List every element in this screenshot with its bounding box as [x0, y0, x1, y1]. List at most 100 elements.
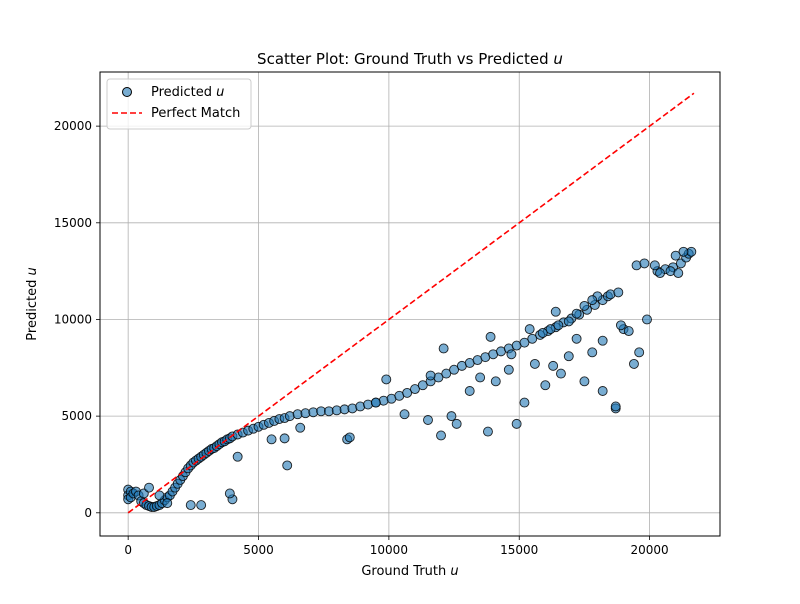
y-tick-label: 15000 — [54, 216, 92, 230]
scatter-point — [438, 343, 449, 354]
scatter-point — [410, 384, 420, 395]
scatter-point — [553, 320, 564, 331]
scatter-point — [154, 490, 165, 501]
scatter-point — [370, 397, 381, 408]
y-axis-label-variable: u — [25, 267, 40, 275]
scatter-point — [485, 331, 496, 342]
scatter-point — [678, 246, 689, 257]
scatter-point — [615, 320, 626, 331]
scatter-point — [571, 333, 582, 344]
scatter-point — [537, 328, 548, 338]
scatter-point — [506, 349, 517, 360]
grid-lines — [100, 72, 720, 536]
scatter-point — [519, 397, 530, 408]
scatter-point — [634, 347, 645, 358]
x-axis-label: Ground Truth u — [361, 564, 458, 579]
scatter-point — [295, 422, 306, 433]
scatter-point — [563, 351, 574, 362]
scatter-point — [524, 324, 535, 335]
scatter-point — [490, 376, 501, 387]
scatter-point — [673, 268, 684, 279]
scatter-point — [545, 324, 556, 335]
scatter-point — [185, 500, 196, 511]
scatter-point — [587, 295, 598, 306]
chart-title: Scatter Plot: Ground Truth vs Predicted … — [257, 50, 563, 68]
legend-label-predicted-text: Predicted — [151, 85, 212, 100]
scatter-point — [623, 326, 634, 337]
scatter-point — [655, 268, 665, 279]
y-axis-label-text: Predicted — [25, 280, 40, 341]
scatter-point — [423, 415, 433, 425]
scatter-point — [402, 387, 413, 398]
scatter-point — [483, 426, 493, 437]
scatter-point — [597, 335, 608, 346]
scatter-point — [579, 300, 590, 311]
x-tick-label: 5000 — [243, 543, 274, 557]
scatter-point — [196, 500, 207, 511]
x-tick-label: 0 — [124, 543, 132, 557]
chart-title-text: Scatter Plot: Ground Truth vs Predicted — [257, 50, 549, 68]
y-axis-label: Predicted u — [25, 267, 40, 340]
scatter-point — [224, 488, 235, 499]
scatter-point — [649, 260, 660, 271]
scatter-point — [144, 482, 154, 493]
axis-ticks: 0 5000 10000 15000 20000 0 5000 10000 15000 20000 — [54, 119, 669, 557]
scatter-point — [417, 380, 428, 391]
legend-label-predicted-variable: u — [216, 85, 224, 100]
scatter-point — [639, 258, 650, 269]
x-axis-label-variable: u — [450, 564, 458, 579]
scatter-point — [642, 314, 652, 325]
scatter-point — [670, 250, 681, 261]
scatter-point — [529, 358, 540, 369]
legend-marker-predicted — [122, 87, 132, 97]
scatter-point — [441, 368, 452, 379]
scatter-point — [449, 364, 460, 375]
scatter-point — [629, 358, 639, 369]
scatter-point — [563, 316, 574, 327]
x-tick-label: 15000 — [500, 543, 538, 557]
perfect-match-line — [127, 92, 695, 514]
perfect-match-layer — [127, 92, 695, 514]
scatter-point — [597, 386, 608, 396]
x-tick-label: 20000 — [631, 543, 669, 557]
scatter-point — [556, 368, 566, 379]
legend: Predicted u Perfect Match — [106, 78, 252, 130]
legend-label-predicted: Predicted u — [151, 85, 224, 100]
scatter-point — [571, 308, 582, 319]
scatter-point — [503, 364, 514, 375]
scatter-point — [266, 434, 277, 445]
scatter-point — [587, 347, 598, 358]
scatter-point — [232, 451, 243, 462]
scatter-point — [610, 401, 621, 412]
legend-label-perfect-match: Perfect Match — [151, 106, 240, 121]
legend-box — [106, 78, 252, 130]
scatter-point — [279, 433, 290, 444]
scatter-point — [550, 306, 561, 317]
scatter-point — [344, 432, 355, 443]
scatter-point — [519, 337, 530, 348]
scatter-point — [425, 370, 436, 381]
scatter-point — [162, 498, 173, 509]
scatter-point — [527, 333, 538, 344]
x-tick-label: 10000 — [370, 543, 408, 557]
scatter-point — [436, 430, 446, 441]
scatter-point — [464, 386, 475, 396]
scatter-point — [399, 409, 410, 420]
chart-title-variable: u — [553, 50, 563, 68]
scatter-point — [381, 374, 392, 385]
y-tick-label: 0 — [84, 506, 92, 520]
scatter-point — [475, 372, 486, 383]
scatter-point — [511, 418, 522, 429]
scatter-point — [446, 411, 457, 422]
y-tick-label: 10000 — [54, 312, 92, 326]
scatter-point — [282, 460, 293, 471]
y-tick-label: 5000 — [61, 409, 92, 423]
x-axis-label-text: Ground Truth — [361, 564, 446, 579]
y-tick-label: 20000 — [54, 119, 92, 133]
scatter-point — [451, 418, 462, 429]
scatter-point — [548, 360, 559, 371]
plot-frame — [99, 71, 721, 537]
scatter-point — [579, 376, 590, 387]
